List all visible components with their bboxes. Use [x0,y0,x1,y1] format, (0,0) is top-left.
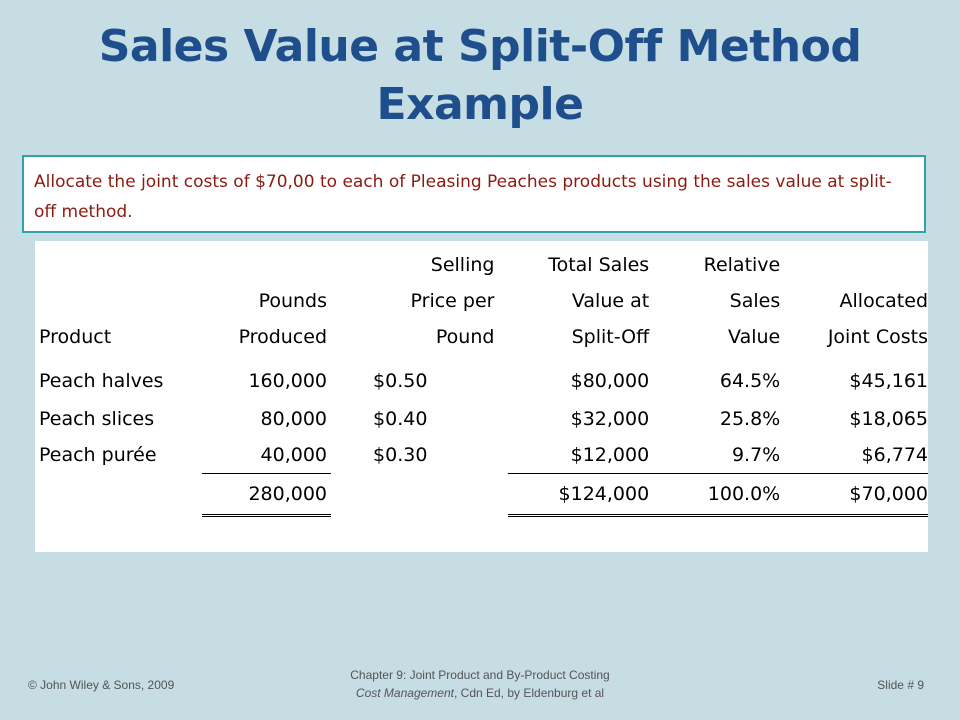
pounds-cell: 80,000 [260,408,328,430]
slide-title-line-1: Sales Value at Split-Off Method [98,21,862,72]
sales-value-cell: $80,000 [570,370,650,392]
product-cell: Peach slices [39,408,155,430]
price-cell: $0.40 [373,408,428,430]
total-pounds-cell: 280,000 [201,473,332,517]
allocated-cost-cell: $6,774 [780,437,928,474]
footer-book-title: Cost Management [355,686,454,700]
header-cell: Sales [729,290,781,312]
header-cell: Relative [703,254,781,276]
table-row: Peach slices 80,000 $0.40 $32,000 25.8% … [39,401,928,437]
relative-value-cell: 25.8% [719,408,781,430]
allocated-cost-cell: $45,161 [849,370,928,392]
sales-value-cell: $12,000 [508,437,652,474]
header-cell [39,283,202,319]
footer-book-edition: , Cdn Ed, by Eldenburg et al [453,686,605,700]
header-cell: Product [39,326,112,348]
header-cell: Value [728,326,781,348]
footer-chapter: Chapter 9: Joint Product and By-Product … [0,666,960,702]
header-cell: Total Sales [548,254,650,276]
header-cell: Joint Costs [827,326,928,348]
header-cell [202,247,331,283]
allocated-cost-cell: $18,065 [849,408,928,430]
table-row: Peach halves 160,000 $0.50 $80,000 64.5%… [39,355,928,401]
relative-value-cell: 9.7% [651,437,781,474]
header-cell: Selling [430,254,495,276]
allocation-table: Selling Total Sales Relative Pounds Pric… [39,247,928,517]
footer-chapter-line-2: Cost Management, Cdn Ed, by Eldenburg et… [0,684,960,702]
relative-value-cell: 64.5% [719,370,781,392]
allocation-table-panel: Selling Total Sales Relative Pounds Pric… [35,241,928,552]
price-cell: $0.30 [373,444,428,467]
footer-slide-number: Slide # 9 [877,678,924,692]
header-cell: Price per [410,290,495,312]
totals-row: 280,000 $124,000 100.0% $70,000 [39,473,928,517]
footer-copyright: © John Wiley & Sons, 2009 [28,678,175,692]
header-row-1: Selling Total Sales Relative [39,247,928,283]
header-row-2: Pounds Price per Value at Sales Allocate… [39,283,928,319]
header-cell: Split-Off [571,326,650,348]
product-cell: Peach halves [39,370,164,392]
header-cell: Pounds [258,290,328,312]
header-cell: Value at [571,290,650,312]
pounds-cell: 160,000 [248,370,328,392]
header-cell [39,247,202,283]
header-cell [780,247,928,283]
table-row: Peach purée 40,000 $0.30 $12,000 9.7% $6… [39,437,928,474]
total-allocated-cost-cell: $70,000 [780,473,928,517]
header-row-3: Product Produced Pound Split-Off Value J… [39,319,928,355]
slide-title: Sales Value at Split-Off Method Example [0,18,960,134]
pounds-cell: 40,000 [201,437,332,474]
total-price-cell [331,474,508,516]
total-label-cell [39,474,202,516]
instruction-box: Allocate the joint costs of $70,00 to ea… [22,155,926,233]
total-sales-value-cell: $124,000 [508,473,652,517]
instruction-text: Allocate the joint costs of $70,00 to ea… [34,172,892,222]
header-cell: Produced [238,326,328,348]
sales-value-cell: $32,000 [570,408,650,430]
price-cell: $0.50 [373,370,428,392]
header-cell: Pound [435,326,495,348]
total-relative-value-cell: 100.0% [651,473,781,517]
header-cell: Allocated [839,290,928,312]
slide-title-line-2: Example [376,79,584,130]
product-cell: Peach purée [39,444,157,467]
footer-chapter-line-1: Chapter 9: Joint Product and By-Product … [350,668,610,682]
